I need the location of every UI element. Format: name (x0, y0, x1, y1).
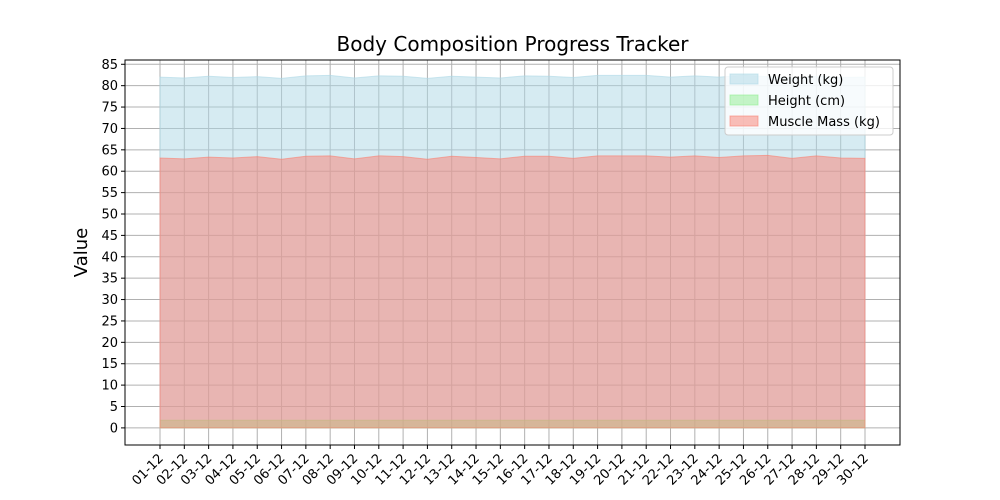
y-tick-label: 80 (101, 79, 118, 94)
legend-swatch (729, 73, 759, 85)
y-tick-label: 65 (101, 143, 118, 158)
series-areas (159, 74, 866, 429)
y-tick-label: 5 (110, 400, 118, 415)
chart-title: Body Composition Progress Tracker (337, 32, 690, 56)
legend-entry: Muscle Mass (kg) (768, 115, 880, 130)
y-axis-label: Value (71, 228, 92, 277)
y-tick-label: 20 (101, 336, 118, 351)
y-tick-label: 40 (101, 250, 118, 265)
legend: Weight (kg) Height (cm) Muscle Mass (kg) (724, 66, 894, 136)
y-tick-label: 10 (101, 379, 118, 394)
y-tick-label: 35 (101, 272, 118, 287)
y-tick-label: 25 (101, 314, 118, 329)
x-axis: 01-1202-1203-1204-1205-1206-1207-1208-12… (130, 445, 872, 489)
y-tick-label: 50 (101, 208, 118, 223)
y-tick-label: 75 (101, 101, 118, 116)
legend-swatch (729, 94, 759, 106)
y-axis: 0 5 10 15 20 25 30 35 40 45 50 55 60 65 70 75 80 85 (101, 58, 125, 436)
y-tick-label: 15 (101, 357, 118, 372)
legend-swatch (729, 115, 759, 127)
y-tick-label: 45 (101, 229, 118, 244)
legend-entry: Weight (kg) (768, 73, 843, 88)
plot-frame (124, 59, 901, 446)
series-area-2 (159, 154, 866, 429)
legend-entry: Height (cm) (768, 94, 845, 109)
legend-box (724, 66, 894, 136)
y-tick-label: 30 (101, 293, 118, 308)
y-tick-label: 60 (101, 165, 118, 180)
y-tick-label: 85 (101, 58, 118, 73)
y-tick-label: 0 (110, 421, 118, 436)
y-tick-label: 55 (101, 186, 118, 201)
y-tick-label: 70 (101, 122, 118, 137)
